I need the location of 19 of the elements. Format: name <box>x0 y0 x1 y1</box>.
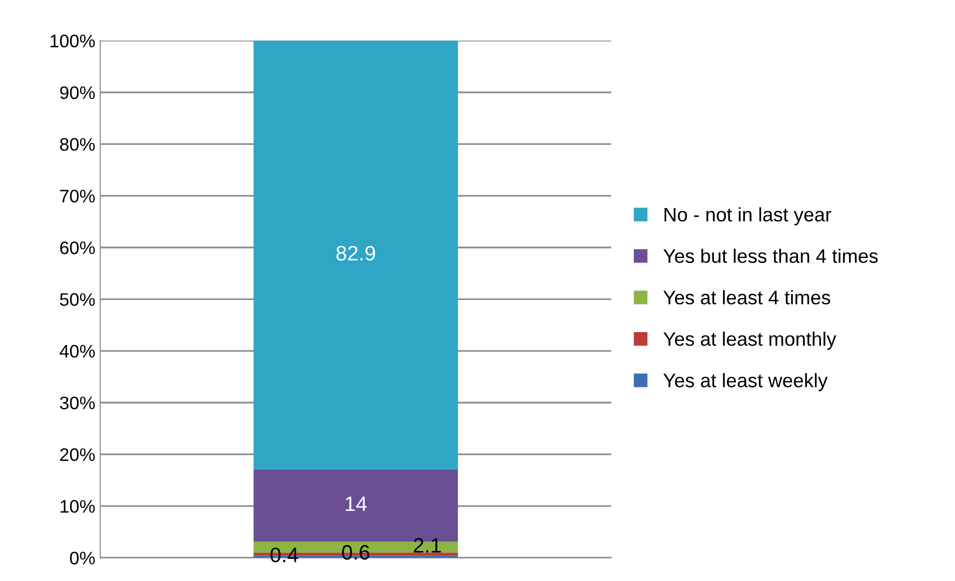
legend-label: No - not in last year <box>664 207 832 226</box>
y-tick-label: 40% <box>60 344 95 358</box>
legend-label: Yes at least weekly <box>663 373 828 392</box>
legend-label: Yes at least 4 times <box>663 290 830 304</box>
y-tick-label: 70% <box>60 190 95 203</box>
y-tick-label: 20% <box>60 448 95 462</box>
legend-label: Yes but less than 4 times <box>663 248 878 263</box>
y-tick-label: 100% <box>50 34 95 48</box>
data-label: 14 <box>346 496 367 511</box>
y-tick-label: 30% <box>60 396 95 410</box>
y-tick-label: 80% <box>60 138 95 151</box>
data-label: 82.9 <box>336 246 376 261</box>
data-label: 2.1 <box>414 538 441 553</box>
legend-label: Yes at least monthly <box>663 332 836 350</box>
y-tick-label: 90% <box>60 86 95 100</box>
y-tick-label: 10% <box>60 500 95 513</box>
y-tick-label: 0% <box>70 552 95 564</box>
y-tick-label: 50% <box>60 293 95 306</box>
y-tick-label: 60% <box>60 241 95 254</box>
